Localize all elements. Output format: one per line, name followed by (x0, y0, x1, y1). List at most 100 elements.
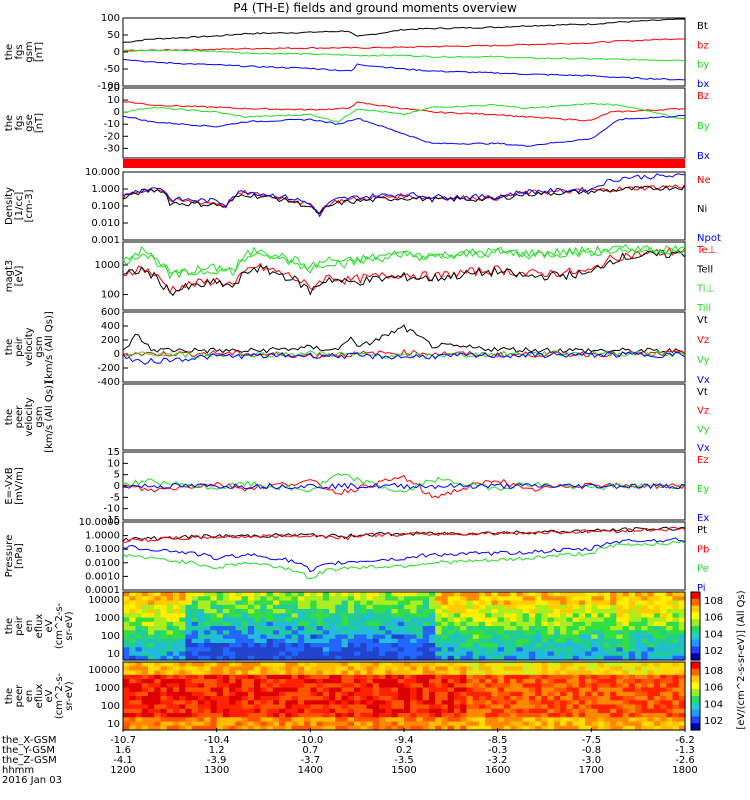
spectrogram-cell (291, 647, 299, 653)
spectrogram-cell (641, 700, 649, 706)
spectrogram-cell (341, 721, 349, 727)
spectrogram-cell (366, 596, 374, 602)
y-axis-label: [eV] (14, 266, 25, 287)
spectrogram-cell (647, 651, 655, 657)
spectrogram-cell (135, 600, 143, 606)
spectrogram-cell (591, 630, 599, 636)
spectrogram-cell (266, 717, 274, 723)
spectrogram-cell (316, 666, 324, 672)
spectrogram-cell (173, 651, 180, 657)
spectrogram-cell (204, 679, 211, 684)
spectrogram-cell (385, 609, 393, 614)
spectrogram-cell (497, 613, 505, 619)
spectrogram-cell (485, 643, 492, 648)
spectrogram-cell (347, 592, 355, 597)
spectrogram-cell (123, 630, 130, 636)
spectrogram-cell (397, 617, 405, 623)
spectrogram-cell (622, 691, 630, 697)
spectrogram-cell (422, 708, 430, 714)
spectrogram-cell (553, 687, 561, 693)
spectrogram-cell (404, 670, 411, 676)
spectrogram-cell (235, 626, 243, 631)
spectrogram-cell (503, 725, 511, 731)
spectrogram-cell (254, 600, 261, 606)
spectrogram-cell (397, 704, 405, 710)
spectrogram-cell (129, 717, 136, 723)
spectrogram-cell (466, 634, 474, 640)
spectrogram-cell (647, 666, 655, 672)
spectrogram-cell (416, 643, 424, 648)
y-axis-label: velocity (24, 397, 35, 436)
spectrogram-cell (379, 634, 386, 640)
spectrogram-cell (560, 700, 567, 706)
spectrogram-cell (541, 725, 549, 731)
spectrogram-cell (279, 592, 286, 597)
spectrogram-cell (316, 679, 324, 684)
spectrogram-cell (404, 679, 411, 684)
y-tick-label: 10 (107, 458, 120, 469)
spectrogram-cell (372, 643, 380, 648)
spectrogram-cell (410, 679, 417, 684)
spectrogram-cell (279, 662, 286, 667)
spectrogram-cell (197, 604, 205, 610)
spectrogram-cell (123, 670, 130, 676)
spectrogram-cell (547, 708, 555, 714)
spectrogram-cell (123, 655, 130, 661)
spectrogram-cell (591, 655, 599, 661)
spectrogram-cell (622, 647, 630, 653)
spectrogram-cell (310, 621, 318, 627)
spectrogram-cell (260, 604, 268, 610)
spectrogram-cell (491, 704, 499, 710)
spectrogram-cell (185, 604, 193, 610)
spectrogram-cell (466, 687, 474, 693)
spectrogram-cell (416, 613, 424, 619)
spectrogram-cell (541, 600, 549, 606)
spectrogram-cell (422, 634, 430, 640)
spectrogram-cell (347, 596, 355, 602)
spectrogram-cell (235, 696, 243, 701)
spectrogram-cell (491, 647, 499, 653)
spectrogram-cell (641, 725, 649, 731)
spectrogram-cell (647, 721, 655, 727)
spectrogram-cell (329, 666, 336, 672)
spectrogram-cell (553, 662, 561, 667)
spectrogram-cell (379, 666, 386, 672)
spectrogram-cell (160, 662, 168, 667)
spectrogram-cell (416, 666, 424, 672)
spectrogram-cell (329, 674, 336, 680)
spectrogram-cell (672, 630, 680, 636)
x-tick-label: -3.2 (488, 755, 508, 766)
spectrogram-cell (397, 691, 405, 697)
spectrogram-cell (503, 604, 511, 610)
spectrogram-cell (291, 600, 299, 606)
spectrogram-cell (260, 600, 268, 606)
spectrogram-cell (460, 655, 467, 661)
spectrogram-cell (304, 596, 311, 602)
spectrogram-cell (235, 592, 243, 597)
spectrogram-cell (410, 634, 417, 640)
spectrogram-cell (404, 630, 411, 636)
spectrogram-cell (173, 613, 180, 619)
spectrogram-cell (173, 626, 180, 631)
spectrogram-cell (678, 638, 686, 644)
spectrogram-cell (454, 592, 461, 597)
spectrogram-cell (185, 643, 193, 648)
spectrogram-cell (148, 666, 155, 672)
spectrogram-cell (572, 617, 580, 623)
spectrogram-cell (678, 647, 686, 653)
spectrogram-cell (135, 621, 143, 627)
colorbar-label: [eV/(cm^2-s-sr-eV)] (All Qs) (736, 590, 747, 729)
spectrogram-cell (197, 600, 205, 606)
spectrogram-cell (635, 679, 642, 684)
spectrogram-cell (647, 634, 655, 640)
spectrogram-cell (179, 704, 186, 710)
spectrogram-cell (216, 708, 224, 714)
spectrogram-cell (404, 592, 411, 597)
spectrogram-cell (603, 696, 611, 701)
spectrogram-cell (335, 609, 343, 614)
spectrogram-cell (185, 696, 193, 701)
spectrogram-cell (591, 683, 599, 689)
spectrogram-cell (216, 717, 224, 723)
spectrogram-cell (641, 604, 649, 610)
spectrogram-cell (154, 600, 161, 606)
